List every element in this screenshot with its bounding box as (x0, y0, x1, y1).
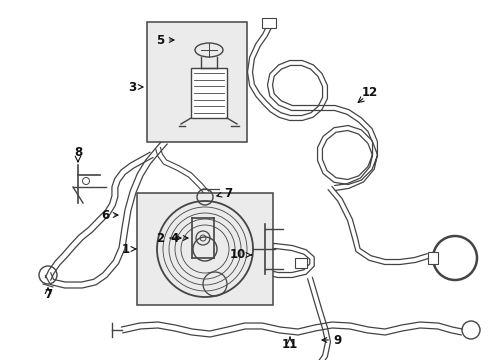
Bar (147, 22, 246, 142)
Text: 8: 8 (74, 145, 82, 158)
Text: 7: 7 (44, 288, 52, 302)
Bar (262, 18, 275, 28)
Text: 7: 7 (217, 186, 232, 199)
Text: 12: 12 (361, 86, 377, 99)
Text: 1: 1 (122, 243, 136, 256)
Bar (427, 252, 437, 264)
Text: 6: 6 (101, 208, 118, 221)
Text: 2: 2 (156, 231, 181, 244)
Bar (294, 258, 306, 268)
Bar (137, 193, 272, 305)
Bar (191, 68, 226, 118)
Text: 10: 10 (229, 248, 251, 261)
Text: 11: 11 (281, 338, 298, 351)
Text: 5: 5 (156, 33, 174, 46)
Text: 3: 3 (128, 81, 142, 94)
Text: 4: 4 (170, 231, 187, 244)
Text: 9: 9 (322, 333, 342, 346)
